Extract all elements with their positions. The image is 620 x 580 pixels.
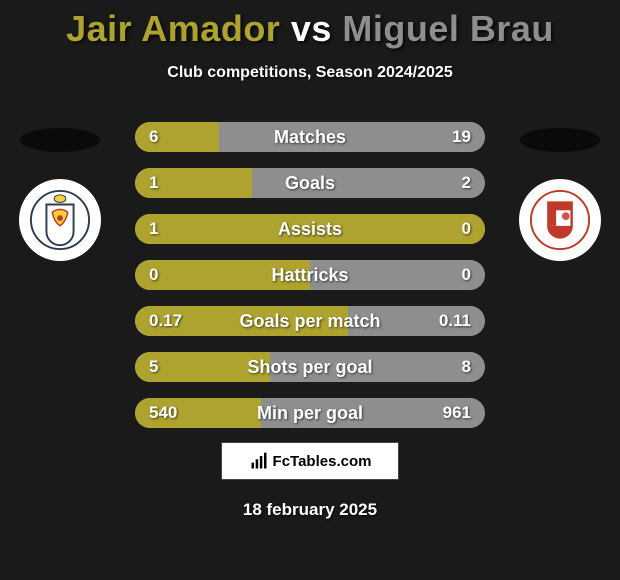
page-title: Jair Amador vs Miguel Brau: [0, 0, 620, 50]
stat-value-p2: 8: [462, 352, 471, 382]
stat-bar: 1Assists0: [135, 214, 485, 244]
stat-bar: 5Shots per goal8: [135, 352, 485, 382]
stat-value-p2: 19: [452, 122, 471, 152]
stat-value-p2: 2: [462, 168, 471, 198]
stat-label: Assists: [135, 214, 485, 244]
stat-bar: 6Matches19: [135, 122, 485, 152]
stat-bar: 0Hattricks0: [135, 260, 485, 290]
player1-club-badge: [19, 179, 101, 261]
granada-crest-icon: [529, 189, 591, 251]
player2-name: Miguel Brau: [342, 8, 554, 49]
vs-text: vs: [291, 8, 332, 49]
player2-club-badge: [519, 179, 601, 261]
stat-label: Goals: [135, 168, 485, 198]
left-shadow: [20, 128, 100, 152]
stat-value-p2: 0: [462, 260, 471, 290]
stat-label: Matches: [135, 122, 485, 152]
footer-text: FcTables.com: [273, 453, 372, 470]
date-text: 18 february 2025: [0, 500, 620, 520]
fctables-logo[interactable]: FcTables.com: [221, 442, 399, 480]
stat-bar: 540Min per goal961: [135, 398, 485, 428]
zaragoza-crest-icon: [29, 189, 91, 251]
subtitle: Club competitions, Season 2024/2025: [0, 64, 620, 82]
stat-label: Hattricks: [135, 260, 485, 290]
right-shadow: [520, 128, 600, 152]
stat-label: Goals per match: [135, 306, 485, 336]
stat-bar: 1Goals2: [135, 168, 485, 198]
stat-value-p2: 0.11: [439, 306, 471, 336]
chart-icon: [249, 451, 269, 471]
stat-value-p2: 0: [462, 214, 471, 244]
stats-bars: 6Matches191Goals21Assists00Hattricks00.1…: [135, 122, 485, 444]
stat-value-p2: 961: [443, 398, 471, 428]
stat-bar: 0.17Goals per match0.11: [135, 306, 485, 336]
stat-label: Min per goal: [135, 398, 485, 428]
player1-name: Jair Amador: [66, 8, 280, 49]
stat-label: Shots per goal: [135, 352, 485, 382]
